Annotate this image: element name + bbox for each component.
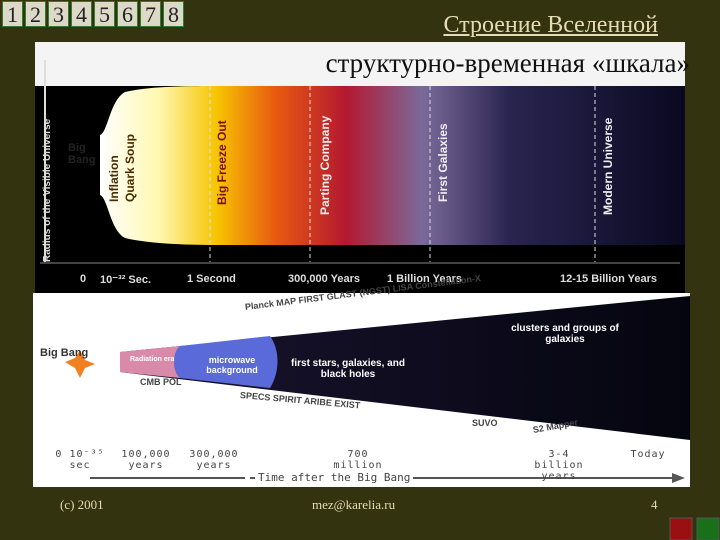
mission-label: CMB POL [140, 377, 182, 387]
time-label: 3-4 billion years [534, 449, 584, 482]
time-label: Today [630, 449, 666, 460]
first-stars-label: first stars, galaxies, and black holes [291, 358, 405, 380]
slide-title: Строение Вселенной [443, 12, 658, 38]
footer-copyright: (c) 2001 [60, 497, 104, 512]
era-label: Big Freeze Out [215, 120, 229, 205]
microwave-segment [174, 336, 278, 388]
big-bang-label: Big Bang [40, 347, 89, 359]
mission-label: SUVO [472, 418, 498, 428]
nav-item[interactable]: 1 [2, 1, 23, 27]
nav-item[interactable]: 2 [25, 1, 46, 27]
era-label: Quark Soup [123, 134, 137, 202]
nav-button-green[interactable] [696, 517, 720, 540]
era-label: Modern Universe [601, 117, 615, 215]
slide-subtitle: структурно-временная «шкала» [325, 48, 690, 78]
arrow-head [672, 473, 685, 483]
big-bang-star [65, 350, 95, 378]
nav-item[interactable]: 4 [71, 1, 92, 27]
nav-item[interactable]: 3 [48, 1, 69, 27]
time-label: 12-15 Billion Years [560, 273, 658, 285]
era-label: Inflation [107, 155, 121, 202]
time-label: 1 Billion Years [387, 273, 463, 285]
footer-email: mez@karelia.ru [312, 497, 396, 512]
time-label: 100,000 years [121, 449, 171, 471]
time-label: 10⁻³² Sec. [100, 274, 152, 286]
radiation-label: Radiation era [130, 356, 175, 363]
time-label: 300,000 Years [288, 273, 360, 285]
time-label: 300,000 years [189, 449, 239, 471]
era-dividers [209, 86, 596, 262]
microwave-label: microwave background [206, 355, 258, 375]
time-label: 1 Second [187, 273, 236, 285]
page-number: 4 [651, 497, 658, 512]
big-bang-label: Big Bang [68, 142, 96, 166]
radiation-segment [120, 346, 180, 378]
nav-item[interactable]: 6 [117, 1, 138, 27]
clusters-label: clusters and groups of galaxies [511, 323, 619, 345]
figure1-top [35, 42, 685, 86]
time-label: 0 [80, 273, 87, 285]
era-label: First Galaxies [436, 123, 450, 202]
time-axis-label: Time after the Big Bang [255, 471, 414, 484]
time-label: 0 10⁻³⁵ sec [55, 449, 105, 471]
nav-item[interactable]: 8 [163, 1, 184, 27]
radius-label: Radius of the Visible Universe [42, 118, 53, 262]
time-cone [120, 296, 690, 440]
nav-button-red[interactable] [669, 517, 693, 540]
universe-cone [100, 86, 685, 245]
nav-item[interactable]: 5 [94, 1, 115, 27]
era-label: Parting Company [318, 115, 332, 215]
nav-item[interactable]: 7 [140, 1, 161, 27]
